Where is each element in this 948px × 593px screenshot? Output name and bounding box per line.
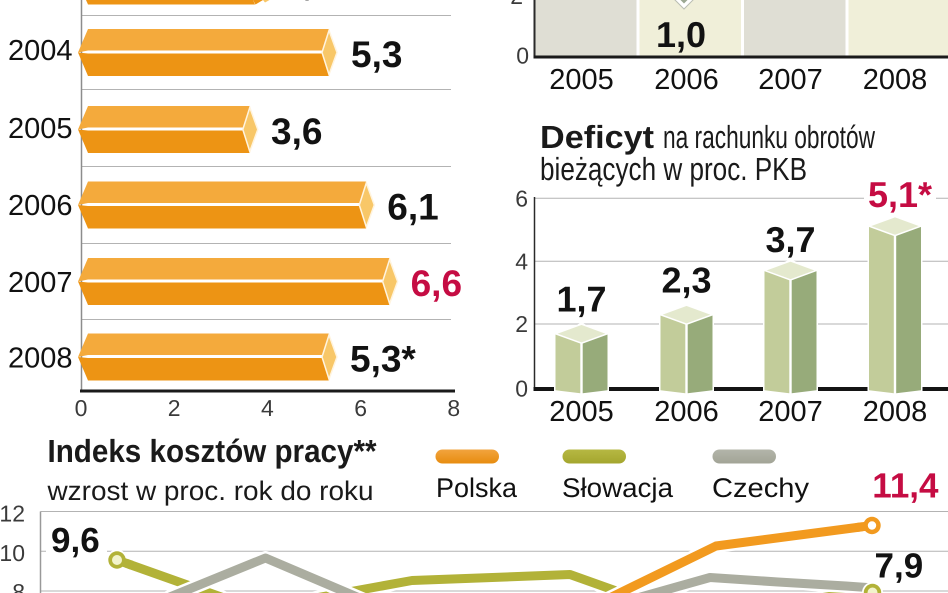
svg-text:2008: 2008 — [863, 396, 928, 428]
svg-text:2008: 2008 — [863, 64, 928, 96]
svg-text:0: 0 — [75, 395, 88, 421]
svg-text:2004: 2004 — [8, 35, 73, 67]
svg-text:5,3: 5,3 — [351, 34, 402, 75]
svg-text:5,1*: 5,1* — [868, 174, 932, 215]
svg-text:2007: 2007 — [8, 267, 73, 299]
svg-text:na rachunku obrotów: na rachunku obrotów — [663, 119, 876, 155]
svg-text:3,9: 3,9 — [282, 0, 333, 3]
svg-text:8: 8 — [12, 579, 25, 593]
svg-text:4: 4 — [515, 248, 528, 274]
svg-text:10: 10 — [0, 540, 25, 566]
svg-text:8: 8 — [447, 395, 460, 421]
svg-text:2005: 2005 — [549, 396, 614, 428]
svg-text:Słowacja: Słowacja — [562, 473, 674, 503]
svg-text:6: 6 — [354, 395, 367, 421]
svg-text:Polska: Polska — [436, 473, 518, 503]
svg-text:11,4: 11,4 — [872, 467, 939, 506]
svg-text:1,0: 1,0 — [656, 14, 706, 55]
svg-text:2,3: 2,3 — [661, 260, 711, 301]
svg-text:2006: 2006 — [8, 190, 73, 222]
svg-text:4: 4 — [261, 395, 274, 421]
svg-text:2006: 2006 — [654, 396, 719, 428]
svg-text:3,6: 3,6 — [271, 111, 322, 152]
svg-text:6,1: 6,1 — [387, 187, 438, 228]
svg-text:2007: 2007 — [758, 396, 823, 428]
svg-text:wzrost w proc. rok do roku: wzrost w proc. rok do roku — [46, 476, 373, 506]
svg-text:Czechy: Czechy — [712, 473, 810, 503]
svg-text:6: 6 — [515, 186, 528, 212]
svg-text:Indeks kosztów pracy**: Indeks kosztów pracy** — [48, 433, 378, 469]
svg-text:2: 2 — [510, 0, 523, 9]
svg-text:bieżących w proc. PKB: bieżących w proc. PKB — [540, 151, 807, 187]
svg-text:0: 0 — [516, 43, 529, 69]
svg-text:7,9: 7,9 — [875, 547, 924, 586]
svg-text:2006: 2006 — [654, 64, 719, 96]
svg-text:0: 0 — [515, 376, 528, 402]
svg-text:6,6: 6,6 — [411, 263, 462, 304]
svg-text:2008: 2008 — [8, 343, 73, 375]
svg-text:12: 12 — [0, 501, 25, 527]
svg-text:3,7: 3,7 — [765, 219, 815, 260]
svg-text:2: 2 — [515, 311, 528, 337]
svg-text:2: 2 — [168, 395, 181, 421]
svg-text:Deficyt: Deficyt — [540, 119, 654, 155]
svg-text:5,3*: 5,3* — [350, 339, 416, 380]
svg-text:2007: 2007 — [758, 64, 823, 96]
svg-text:2005: 2005 — [549, 64, 614, 96]
svg-text:2005: 2005 — [8, 113, 73, 145]
svg-text:1,7: 1,7 — [556, 279, 606, 320]
svg-text:9,6: 9,6 — [51, 521, 100, 560]
